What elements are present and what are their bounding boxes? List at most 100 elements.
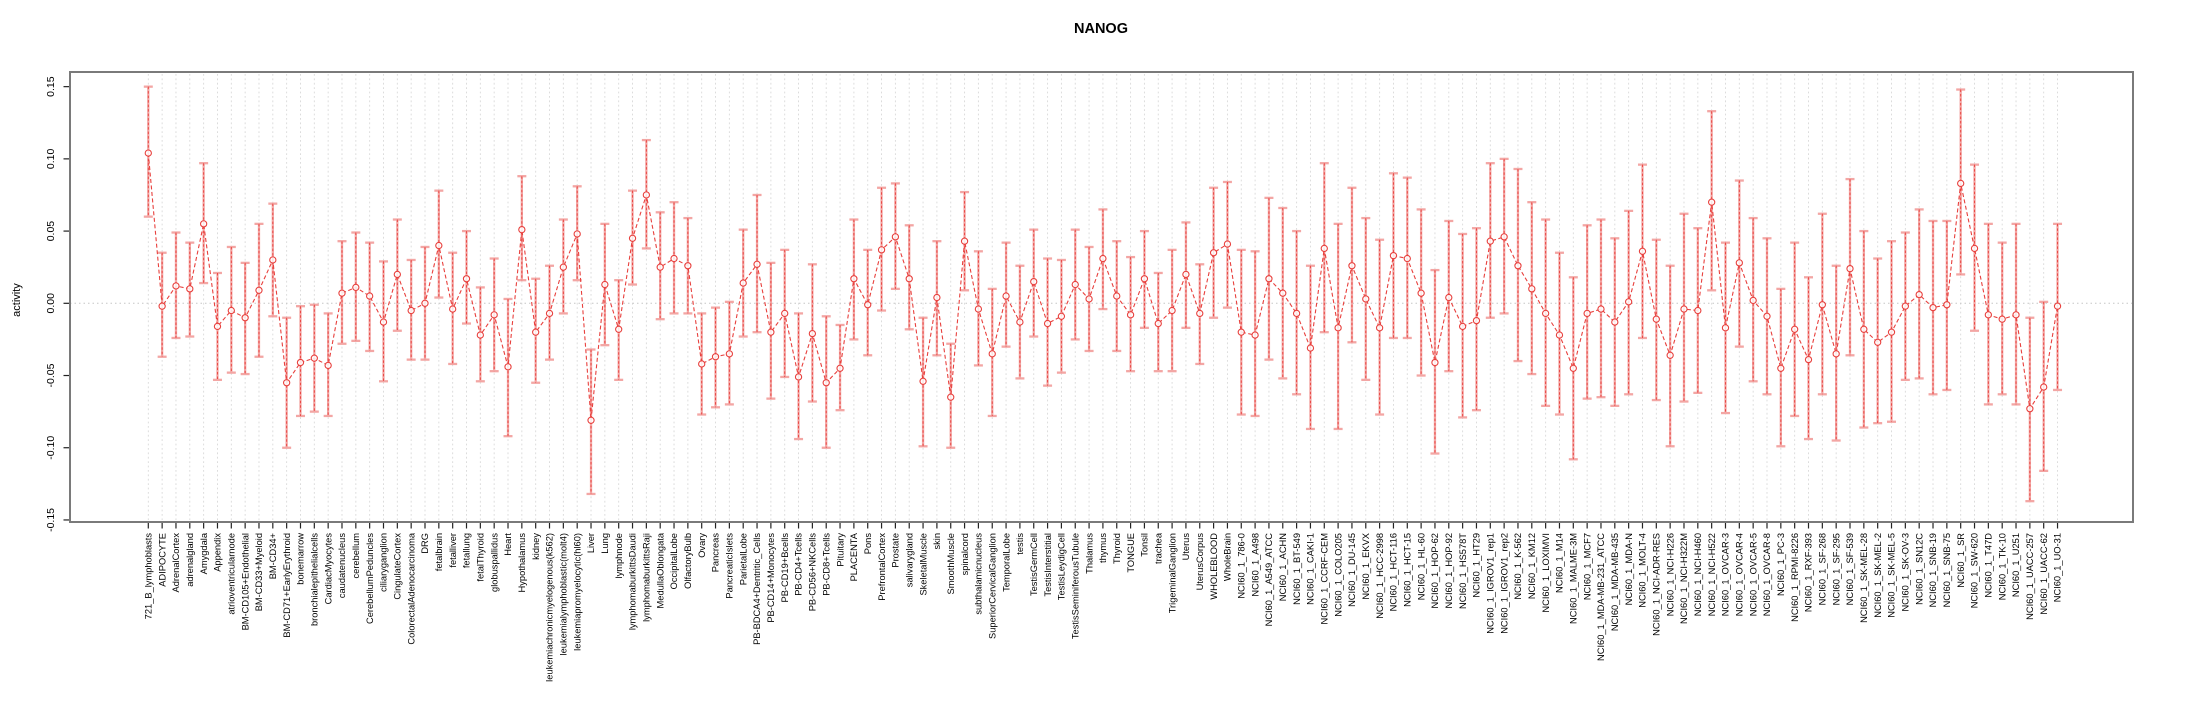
x-tick-label: BM-CD71+EarlyErythroid xyxy=(282,533,292,638)
x-tick-label: skin xyxy=(932,533,942,550)
x-tick-label: trachea xyxy=(1153,532,1163,564)
data-point xyxy=(947,393,955,401)
data-point xyxy=(421,299,429,307)
x-tick-label: salivarygland xyxy=(904,533,914,587)
data-point xyxy=(518,225,526,234)
x-tick-label: OccipitalLobe xyxy=(669,533,679,589)
data-point xyxy=(601,280,609,289)
x-tick-label: NCI60_1_COLO205 xyxy=(1333,533,1343,617)
data-point xyxy=(587,416,595,424)
x-tick-label: NCI60_1_IGROV1_rep2 xyxy=(1499,533,1509,634)
data-point xyxy=(1915,290,1923,299)
x-tick-label: spinalcord xyxy=(960,533,970,575)
data-point xyxy=(462,275,471,283)
data-point xyxy=(753,260,761,268)
data-point xyxy=(933,293,941,302)
data-point xyxy=(1735,259,1743,267)
data-point xyxy=(1334,324,1342,332)
data-point xyxy=(642,191,651,199)
x-tick-label: ciliaryganglion xyxy=(379,533,389,592)
data-point xyxy=(1708,198,1716,206)
data-point xyxy=(808,329,817,338)
data-point xyxy=(877,246,886,254)
x-tick-label: NCI60_1_HOP-62 xyxy=(1430,533,1440,608)
x-tick-label: ADIPOCYTE xyxy=(157,533,167,587)
data-point xyxy=(1472,316,1481,325)
x-tick-label: fetalThyroid xyxy=(476,533,486,582)
data-point xyxy=(864,301,872,309)
x-tick-label: NCI60_1_TK-10 xyxy=(1997,533,2007,600)
data-point xyxy=(794,373,803,381)
data-point xyxy=(1196,309,1204,318)
x-tick-label: NCI60_1_RXF-393 xyxy=(1804,533,1814,612)
data-point xyxy=(919,377,927,385)
x-tick-label: NCI60_1_NCI-H322M xyxy=(1679,533,1689,624)
x-tick-label: NCI60_1_BT-549 xyxy=(1292,533,1302,605)
data-point xyxy=(227,306,235,315)
x-tick-label: Heart xyxy=(503,533,513,556)
x-tick-label: NCI60_1_HL-60 xyxy=(1416,533,1426,600)
x-tick-label: NCI60_1_CAKI-1 xyxy=(1306,533,1316,605)
data-point xyxy=(684,262,692,270)
x-tick-label: leukemialymphoblastic(molt4) xyxy=(559,533,569,655)
data-point xyxy=(1251,331,1259,339)
x-tick-label: PB-BDCA4+Dentritic_Cells xyxy=(752,533,762,645)
data-point xyxy=(158,302,166,310)
x-tick-label: NCI60_1_CCRF-CEM xyxy=(1319,533,1329,624)
data-point xyxy=(1265,275,1273,283)
data-point xyxy=(1887,328,1896,336)
chart-title: NANOG xyxy=(1074,21,1128,37)
x-tick-label: NCI60_1_SW-620 xyxy=(1970,533,1980,608)
data-point xyxy=(1016,318,1024,326)
data-point xyxy=(1306,344,1315,352)
data-point xyxy=(1763,312,1771,320)
data-point xyxy=(1375,324,1384,332)
data-point xyxy=(1957,179,1965,188)
x-tick-label: caudatenucleus xyxy=(337,533,347,598)
x-tick-label: Appendix xyxy=(213,533,223,572)
data-point xyxy=(1071,280,1079,289)
data-point xyxy=(1209,249,1218,257)
data-point xyxy=(891,233,900,241)
data-point xyxy=(1320,244,1328,253)
x-tick-label: leukemiachronicmyelogenous(k562) xyxy=(545,533,555,682)
x-tick-label: Hypothalamus xyxy=(517,533,527,593)
x-tick-label: MedullaOblongata xyxy=(655,532,665,608)
x-tick-label: TemporalLobe xyxy=(1001,533,1011,592)
x-tick-label: testis xyxy=(1015,533,1025,555)
x-tick-label: NCI60_1_UACC-62 xyxy=(2039,533,2049,615)
x-tick-label: NCI60_1_HCC-2998 xyxy=(1375,533,1385,619)
x-tick-label: BM-CD33+Myeloid xyxy=(254,533,264,611)
data-point xyxy=(1583,309,1591,318)
data-point xyxy=(1514,262,1522,270)
x-tick-label: Thalamus xyxy=(1084,533,1094,574)
x-tick-label: NCI60_1_NCI-ADR-RES xyxy=(1652,533,1662,636)
data-point xyxy=(1652,315,1660,323)
data-point xyxy=(1611,318,1619,326)
x-tick-label: adrenalgland xyxy=(185,533,195,587)
x-tick-label: PLACENTA xyxy=(849,532,859,581)
data-point xyxy=(1389,251,1398,260)
data-point xyxy=(545,309,554,318)
data-point xyxy=(2012,311,2020,319)
data-point xyxy=(1043,319,1052,328)
x-tick-label: NCI60_1_786-0 xyxy=(1236,533,1246,599)
data-point xyxy=(1168,306,1176,315)
data-point xyxy=(1638,247,1647,255)
x-tick-label: NCI60_1_RPMI-8226 xyxy=(1790,533,1800,622)
data-point xyxy=(1403,254,1411,263)
data-point xyxy=(559,263,567,271)
data-point xyxy=(1860,325,1868,333)
x-tick-label: NCI60_1_SF-295 xyxy=(1831,533,1841,605)
data-point xyxy=(449,305,457,313)
x-tick-label: Amygdala xyxy=(199,532,209,574)
x-tick-label: NCI60_1_A498 xyxy=(1250,533,1260,597)
data-point xyxy=(407,306,415,315)
data-point xyxy=(1846,264,1854,273)
x-tick-label: Pituitary xyxy=(835,533,845,567)
x-tick-label: PB-CD19+Bcells xyxy=(780,533,790,603)
data-point xyxy=(366,292,374,300)
x-tick-label: Thyroid xyxy=(1112,533,1122,564)
